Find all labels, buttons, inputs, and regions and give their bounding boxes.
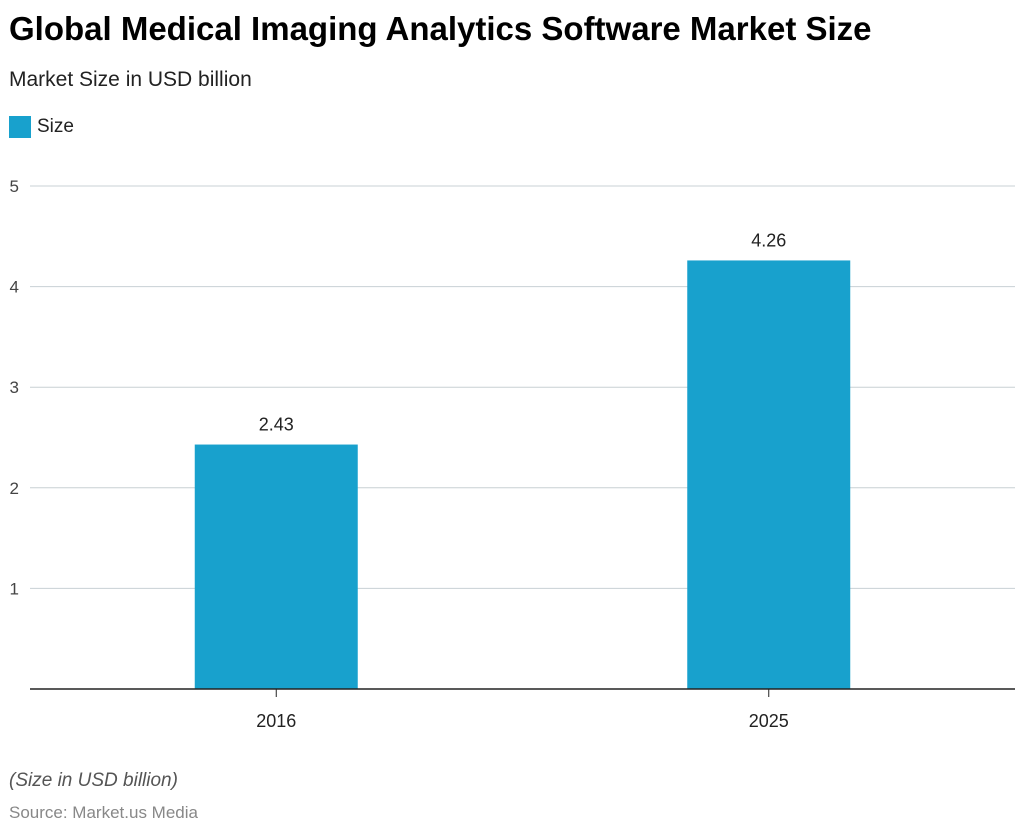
legend-swatch [9, 116, 31, 138]
y-tick-label: 5 [10, 177, 19, 196]
x-tick-label: 2025 [749, 711, 789, 731]
data-label: 2.43 [259, 415, 294, 435]
legend-label: Size [37, 116, 74, 137]
y-tick-label: 3 [10, 378, 19, 397]
chart-title: Global Medical Imaging Analytics Softwar… [9, 10, 872, 47]
bar-2016 [194, 444, 358, 689]
y-tick-label: 1 [10, 579, 19, 598]
bar-2025 [687, 260, 851, 689]
y-tick-label: 4 [10, 278, 19, 297]
chart-source: Source: Market.us Media [9, 803, 198, 822]
chart-subtitle: Market Size in USD billion [9, 68, 252, 91]
data-label: 4.26 [751, 230, 786, 250]
y-tick-label: 2 [10, 479, 19, 498]
chart-area: 1 2 3 4 5 2.43 2016 4.26 2025 [10, 177, 1015, 731]
x-tick-label: 2016 [256, 711, 296, 731]
chart-note: (Size in USD billion) [9, 770, 178, 791]
legend: Size [9, 116, 74, 138]
